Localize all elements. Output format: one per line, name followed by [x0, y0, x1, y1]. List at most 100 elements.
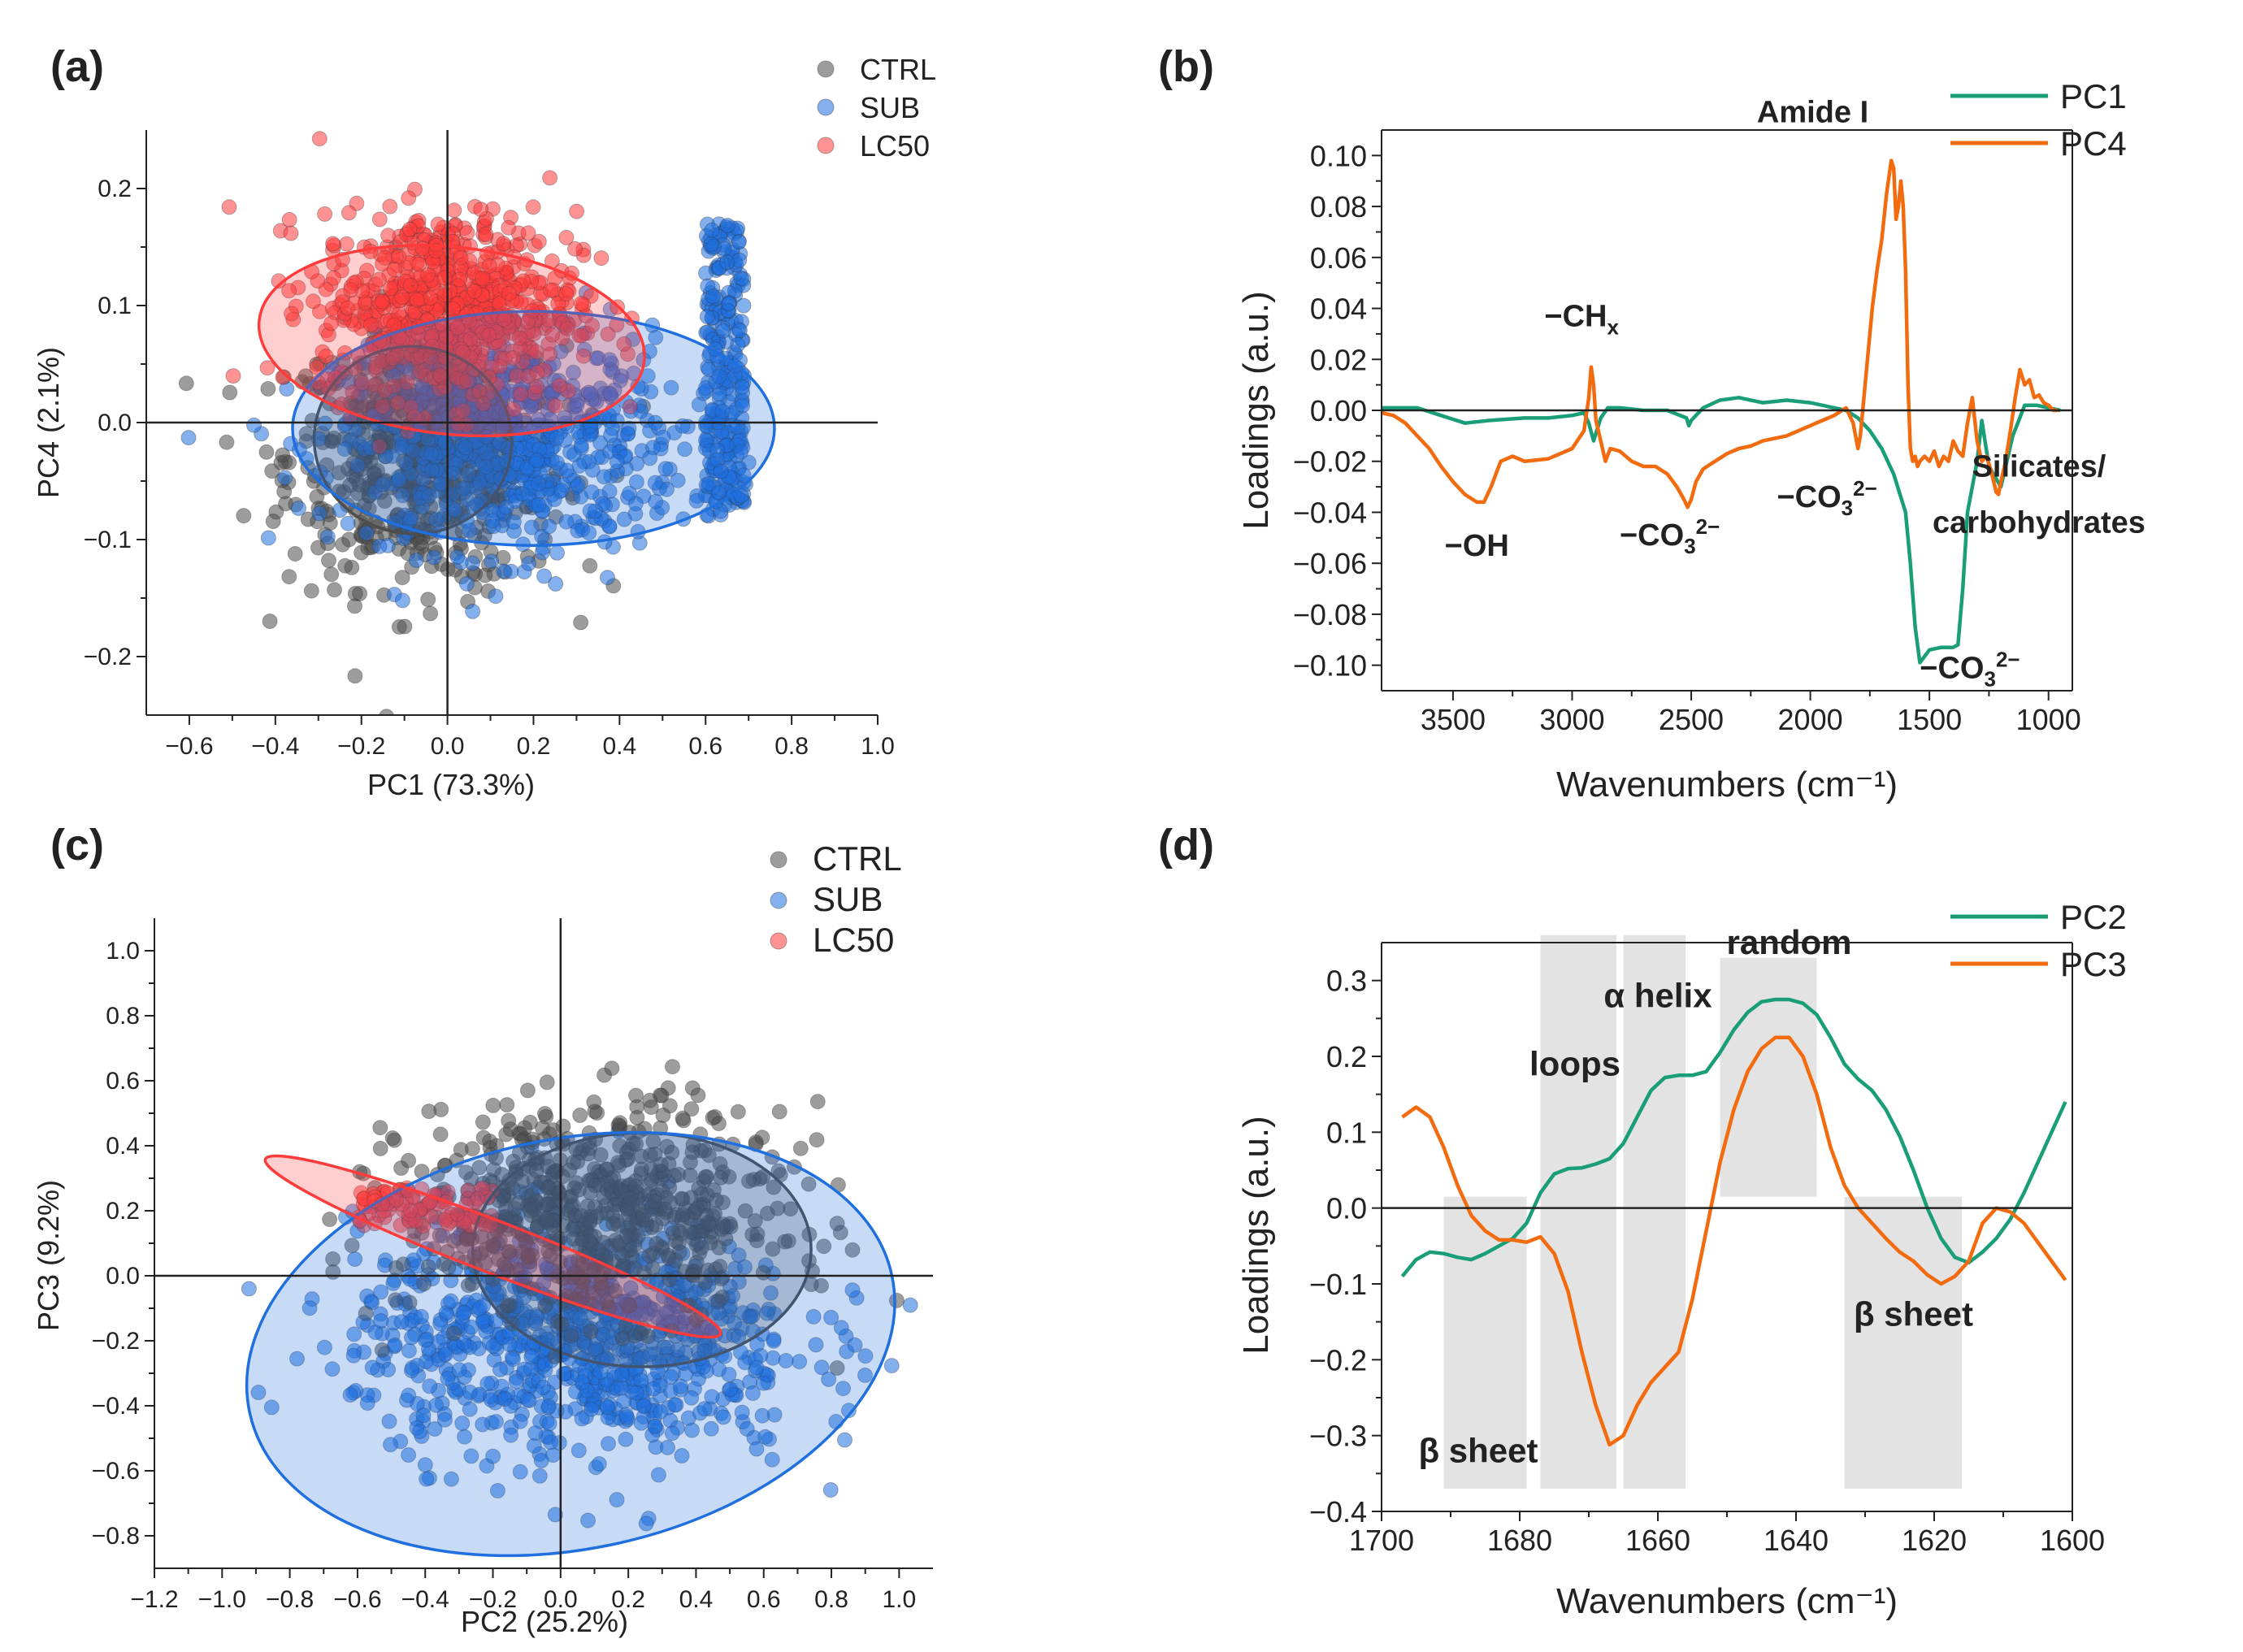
scatter-point-ctrl	[665, 1059, 680, 1075]
scatter-point-ctrl	[499, 1097, 515, 1113]
scatter-point-ctrl	[303, 583, 319, 599]
legend-label-pc3: PC3	[2060, 945, 2127, 983]
scatter-point-sub	[715, 323, 731, 339]
scatter-point-ctrl	[337, 557, 354, 574]
scatter-point-ctrl	[586, 1094, 602, 1110]
x-tick-label: 3500	[1421, 703, 1486, 736]
scatter-point-sub	[241, 1281, 257, 1297]
scatter-point-ctrl	[792, 1140, 809, 1156]
scatter-point-lc50	[225, 368, 241, 384]
scatter-point-ctrl	[309, 488, 325, 505]
y-tick-label: 0.10	[1310, 139, 1367, 172]
scatter-point-lc50	[496, 236, 512, 252]
scatter-point-sub	[600, 570, 615, 586]
scatter-point-ctrl	[321, 553, 336, 569]
panel-b-annotations: Amide I −CHx −OH −CO32− −CO32− −CO32− Silicate…	[1445, 96, 2145, 692]
scatter-point-sub	[260, 530, 276, 546]
legend-marker-sub	[770, 891, 787, 909]
scatter-point-ctrl	[707, 1108, 723, 1125]
scatter-point-sub	[663, 379, 679, 396]
scatter-point-ctrl	[281, 569, 297, 585]
y-tick-label: 0.1	[1326, 1116, 1367, 1149]
scatter-point-ctrl	[519, 1082, 536, 1099]
scatter-point-ctrl	[432, 1126, 449, 1143]
scatter-point-ctrl	[629, 1109, 645, 1125]
scatter-point-ctrl	[572, 1108, 588, 1123]
scatter-point-ctrl	[391, 619, 407, 635]
scatter-point-ctrl	[326, 430, 342, 446]
x-tick-label: −0.6	[333, 1586, 381, 1613]
scatter-point-ctrl	[453, 1142, 469, 1158]
annotation-label: random	[1726, 923, 1851, 961]
y-tick-label: 0.00	[1310, 394, 1367, 427]
scatter-point-lc50	[401, 221, 418, 237]
legend-marker-lc50	[817, 137, 835, 154]
scatter-point-ctrl	[993, 1251, 1008, 1265]
panel-b: 3500 3000 2500 2000 1500 1000 −0.10 −0.08 −0.06 −…	[1158, 42, 2145, 804]
x-tick-label: −1.2	[130, 1586, 178, 1613]
y-tick-label: −0.2	[84, 644, 132, 670]
x-tick-label: 0.4	[602, 733, 636, 760]
legend-label-ctrl: CTRL	[860, 53, 936, 86]
x-tick-label: 0.0	[431, 733, 465, 760]
scatter-point-sub	[180, 430, 197, 446]
scatter-point-ctrl	[258, 444, 275, 460]
y-axis-title: Loadings (a.u.)	[1236, 1116, 1276, 1355]
annotation-label: −CO32−	[1777, 476, 1876, 520]
scatter-point-ctrl	[287, 546, 303, 562]
y-tick-label: 0.06	[1310, 241, 1367, 275]
scatter-point-ctrl	[264, 463, 280, 479]
y-tick-label: 0.6	[106, 1068, 140, 1095]
scatter-point-sub	[358, 525, 375, 541]
scatter-point-ctrl	[370, 462, 385, 479]
scatter-point-sub	[291, 501, 306, 516]
scatter-point-ctrl	[322, 1212, 338, 1228]
scatter-point-sub	[521, 555, 537, 571]
panel-a-label: (a)	[50, 42, 104, 91]
x-axis-title: Wavenumbers (cm⁻¹)	[1556, 1581, 1898, 1621]
panel-d: 1700 1680 1660 1640 1620 1600 −0.4 −0.3 −0.2 −0.1…	[1158, 821, 2127, 1621]
scatter-point-sub	[458, 575, 475, 592]
legend-marker-ctrl	[770, 851, 787, 869]
scatter-point-lc50	[542, 170, 558, 186]
legend-label-pc1: PC1	[2060, 77, 2127, 115]
x-tick-label: 1600	[2040, 1524, 2105, 1557]
x-tick-label: −1.0	[198, 1586, 246, 1613]
scatter-point-lc50	[382, 198, 398, 215]
scatter-point-ctrl	[485, 1097, 501, 1113]
scatter-point-ctrl	[809, 1132, 825, 1148]
x-tick-label: 0.2	[517, 733, 551, 760]
panel-c: −1.2 −1.0 −0.8 −0.6 −0.4 −0.2 0.0 0.2 0.4 0.6 0.8 1…	[32, 821, 1008, 1638]
scatter-point-sub	[484, 553, 500, 570]
x-tick-label: 3000	[1539, 703, 1604, 736]
y-tick-label: −0.1	[84, 527, 132, 553]
scatter-point-lc50	[459, 225, 475, 241]
scatter-point-sub	[465, 603, 481, 619]
y-tick-label: 0.3	[1326, 965, 1367, 998]
annotation-label: Amide I	[1757, 96, 1868, 130]
scatter-point-lc50	[478, 226, 494, 242]
x-axis-title: PC1 (73.3%)	[367, 768, 535, 801]
scatter-point-lc50	[430, 216, 446, 232]
panel-a-scatter-layer	[178, 131, 757, 715]
scatter-point-lc50	[311, 131, 328, 147]
x-tick-label: −0.4	[251, 733, 299, 760]
legend-label-sub: SUB	[860, 91, 920, 124]
scatter-point-sub	[616, 511, 632, 527]
y-tick-label: 0.8	[106, 1003, 140, 1030]
scatter-point-sub	[719, 218, 735, 233]
scatter-point-sub	[534, 528, 550, 544]
y-tick-label: −0.06	[1293, 547, 1367, 580]
panel-a: −0.6 −0.4 −0.2 0.0 0.2 0.4 0.6 0.8 1.0 −0.2 −0.1 0.…	[32, 42, 936, 801]
x-tick-label: −0.4	[401, 1586, 449, 1613]
scatter-point-ctrl	[236, 508, 252, 524]
y-axis-title: PC3 (9.2%)	[32, 1180, 65, 1331]
scatter-point-sub	[698, 265, 714, 281]
scatter-point-ctrl	[372, 1140, 388, 1156]
scatter-point-lc50	[520, 225, 536, 241]
x-axis-title: PC2 (25.2%)	[461, 1605, 628, 1638]
scatter-point-sub	[246, 417, 262, 433]
